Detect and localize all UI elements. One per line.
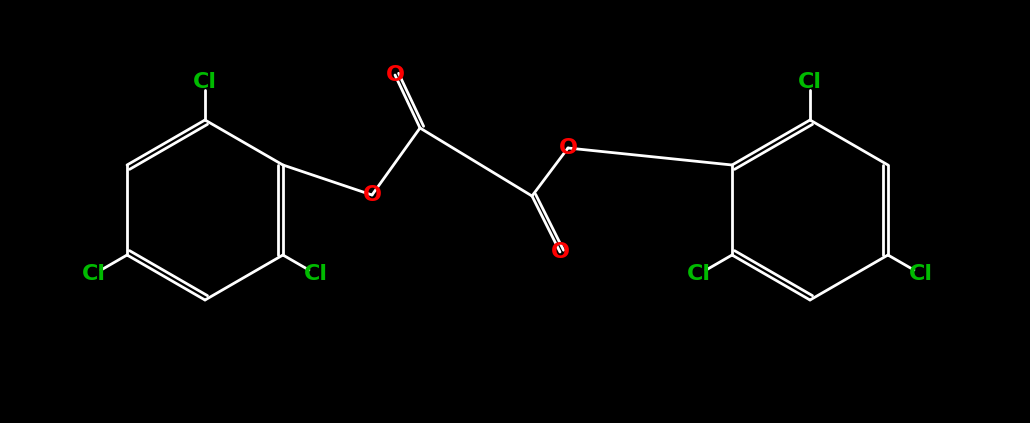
Text: Cl: Cl: [908, 264, 933, 284]
Text: O: O: [385, 65, 405, 85]
Text: Cl: Cl: [193, 72, 217, 92]
Text: Cl: Cl: [304, 264, 328, 284]
Text: O: O: [550, 242, 570, 262]
Text: Cl: Cl: [82, 264, 106, 284]
Text: Cl: Cl: [687, 264, 711, 284]
Text: O: O: [558, 138, 578, 158]
Text: O: O: [363, 185, 381, 205]
Text: Cl: Cl: [798, 72, 822, 92]
